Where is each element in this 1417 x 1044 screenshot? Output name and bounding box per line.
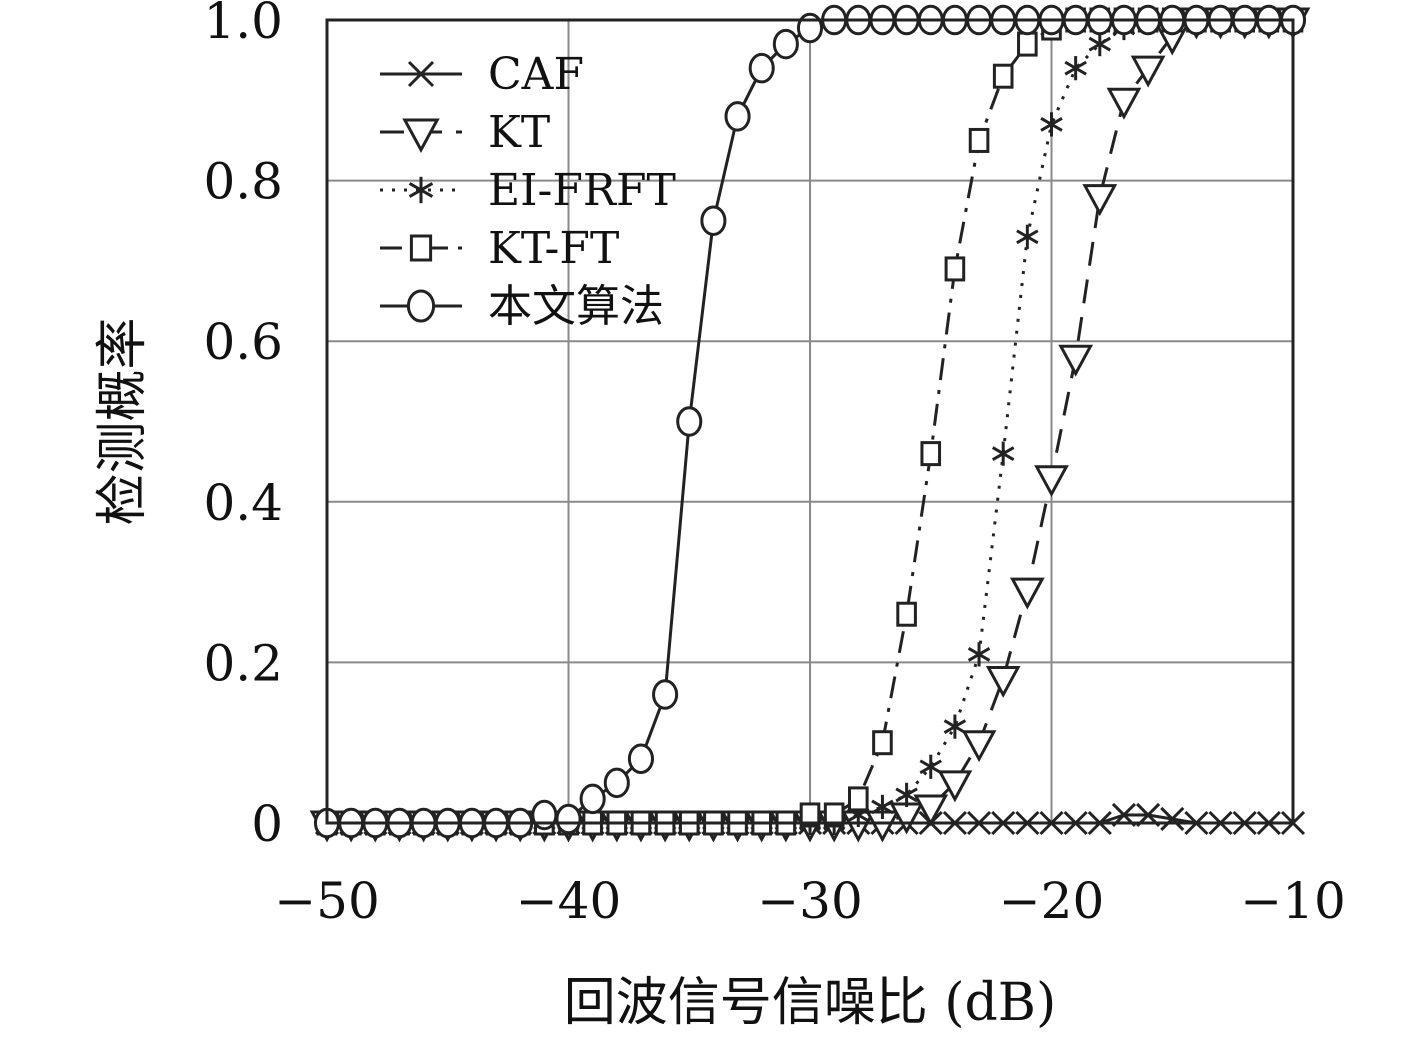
x-tick-label: −30 (757, 872, 863, 930)
marker-circle (555, 803, 582, 835)
x-tick-label: −40 (516, 872, 622, 930)
y-axis-ticks: 0 0.2 0.4 0.6 0.8 1.0 (203, 0, 283, 853)
marker-circle (796, 12, 824, 44)
marker-square (848, 786, 869, 812)
plot-frame (325, 18, 1295, 825)
marker-square (968, 127, 990, 153)
marker-triangle (1058, 344, 1094, 377)
legend-label: KT (488, 107, 550, 158)
marker-circle (627, 743, 655, 775)
marker-square (944, 256, 966, 282)
marker-asterisk-stroke (1064, 60, 1087, 76)
y-axis-title: 检测概率 (93, 317, 153, 525)
marker-circle (700, 205, 727, 236)
marker-circle (724, 101, 751, 132)
y-tick-label: 0 (251, 795, 283, 853)
marker-square (823, 802, 845, 828)
legend-item-EI-FRFT: EI-FRFT (380, 165, 676, 216)
marker-circle (531, 799, 558, 831)
marker-asterisk-stroke (895, 787, 918, 803)
marker-asterisk-stroke (943, 719, 967, 734)
marker-asterisk-stroke (1088, 36, 1112, 52)
marker-asterisk-stroke (967, 647, 991, 662)
legend-item-KT-FT: KT-FT (380, 223, 619, 274)
legend-label: EI-FRFT (488, 165, 676, 216)
grid (327, 20, 1293, 823)
marker-triangle (1130, 55, 1166, 88)
marker-asterisk-stroke (1016, 229, 1039, 245)
marker-triangle (913, 794, 949, 827)
marker-square (409, 234, 433, 262)
marker-circle (406, 289, 436, 323)
x-tick-label: −50 (274, 872, 380, 930)
marker-asterisk-stroke (991, 446, 1015, 461)
y-tick-label: 0.8 (203, 153, 283, 211)
marker-asterisk-stroke (919, 759, 942, 775)
marker-square (920, 441, 942, 467)
marker-triangle (961, 730, 997, 763)
marker-triangle (985, 665, 1021, 698)
marker-asterisk-stroke (1040, 117, 1063, 132)
marker-circle (652, 679, 679, 710)
y-tick-label: 0.2 (203, 634, 283, 692)
marker-circle (579, 783, 606, 815)
x-axis-title: 回波信号信噪比 (dB) (564, 973, 1057, 1033)
legend-label: KT-FT (488, 223, 619, 274)
marker-square (872, 730, 893, 756)
marker-square (799, 802, 821, 828)
marker-circle (748, 52, 775, 84)
y-tick-label: 1.0 (203, 0, 283, 50)
legend-item-CAF: CAF (380, 49, 584, 100)
marker-triangle (1106, 87, 1142, 120)
marker-triangle (937, 770, 973, 803)
marker-x-stroke (407, 60, 435, 88)
marker-circle (676, 406, 703, 437)
y-tick-label: 0.4 (203, 474, 283, 532)
x-tick-label: −10 (1240, 872, 1346, 930)
marker-square (1017, 31, 1038, 57)
marker-triangle (1082, 184, 1118, 217)
x-axis-ticks: −50 −40 −30 −20 −10 (274, 872, 1346, 930)
marker-circle (603, 767, 630, 799)
legend-label: 本文算法 (488, 281, 664, 332)
marker-asterisk-stroke (408, 182, 434, 198)
marker-square (992, 63, 1014, 89)
legend: CAF KT EI-FRFT KT-FT 本文算法 (380, 49, 676, 332)
legend-item-KT: KT (380, 107, 550, 158)
legend-label: CAF (488, 49, 584, 100)
y-tick-label: 0.6 (203, 313, 283, 371)
plot-series (309, 4, 1311, 843)
marker-asterisk-stroke (871, 799, 894, 815)
legend-item-本文算法: 本文算法 (380, 281, 664, 332)
marker-triangle (402, 118, 440, 153)
marker-circle (772, 28, 799, 60)
marker-triangle (1034, 465, 1069, 498)
marker-square (896, 601, 917, 627)
marker-triangle (1009, 577, 1045, 610)
x-tick-label: −20 (999, 872, 1105, 930)
marker-x-stroke (1160, 806, 1185, 832)
